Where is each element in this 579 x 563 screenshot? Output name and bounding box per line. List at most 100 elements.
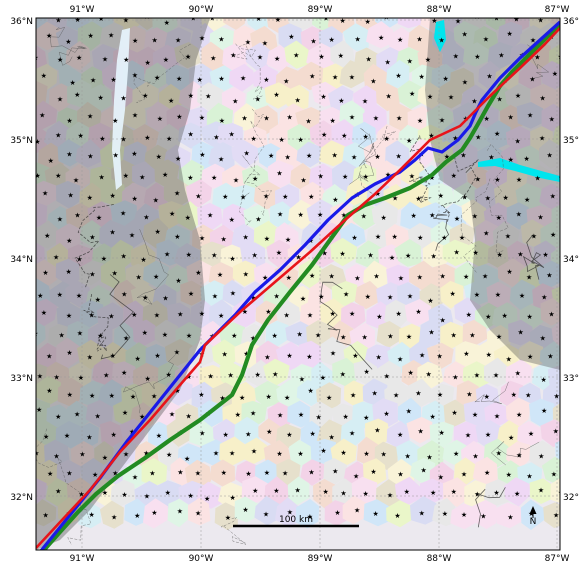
voronoi-cell (79, 220, 106, 249)
station-star-icon: ★ (131, 311, 137, 319)
station-star-icon: ★ (530, 36, 536, 44)
station-star-icon: ★ (55, 132, 61, 140)
station-star-icon: ★ (472, 212, 478, 220)
station-star-icon: ★ (264, 354, 270, 362)
station-star-icon: ★ (47, 470, 53, 478)
voronoi-cell (36, 21, 61, 51)
voronoi-cell (366, 21, 394, 49)
y-tick-right: 32°N (563, 493, 579, 503)
station-star-icon: ★ (507, 514, 513, 522)
voronoi-cell (300, 459, 327, 486)
voronoi-cell (518, 62, 542, 91)
station-star-icon: ★ (120, 252, 126, 260)
station-star-icon: ★ (442, 510, 448, 518)
station-star-icon: ★ (257, 53, 263, 61)
voronoi-cells-layer (36, 18, 579, 531)
station-star-icon: ★ (389, 254, 395, 262)
boundary-line (100, 274, 135, 360)
voronoi-cell (141, 458, 168, 486)
voronoi-cell (306, 320, 333, 347)
station-star-icon: ★ (222, 351, 228, 359)
station-star-icon: ★ (387, 293, 393, 301)
station-star-icon: ★ (528, 430, 534, 438)
station-star-icon: ★ (174, 387, 180, 395)
station-star-icon: ★ (57, 56, 63, 64)
voronoi-cell (563, 27, 579, 54)
station-star-icon: ★ (142, 329, 148, 337)
map-frame (35, 17, 561, 551)
voronoi-cell (310, 438, 336, 465)
station-star-icon: ★ (57, 291, 63, 299)
station-star-icon: ★ (255, 15, 261, 23)
station-star-icon: ★ (145, 375, 151, 383)
voronoi-cell (232, 299, 256, 328)
station-star-icon: ★ (227, 372, 233, 380)
station-star-icon: ★ (340, 370, 346, 378)
station-star-icon: ★ (90, 77, 96, 85)
station-star-icon: ★ (112, 469, 118, 477)
station-star-icon: ★ (415, 195, 421, 203)
voronoi-cell (246, 18, 273, 33)
voronoi-cell (187, 497, 211, 526)
station-star-icon: ★ (144, 13, 150, 21)
station-star-icon: ★ (462, 78, 468, 86)
voronoi-cell (365, 418, 391, 447)
station-star-icon: ★ (460, 152, 466, 160)
voronoi-cell (429, 421, 454, 450)
map-area[interactable]: ★ ★ ★ ★ ★ ★ ★ ★ ★ ★ ★ ★ ★ ★ ★ ★ ★ ★ ★ ★ ★ ★ ★ ★ ★ ★ ★ ★ ★ ★ ★ ★ ★ ★ ★ ★ ★ ★ ★ ★… (20, 0, 579, 552)
station-star-icon: ★ (321, 131, 327, 139)
station-star-icon: ★ (570, 348, 576, 356)
station-star-icon: ★ (243, 271, 249, 279)
voronoi-cell (99, 500, 124, 529)
station-star-icon: ★ (212, 293, 218, 301)
voronoi-cell (142, 300, 169, 328)
voronoi-cell (214, 502, 238, 531)
station-star-icon: ★ (229, 255, 235, 263)
voronoi-cell (78, 260, 104, 286)
station-star-icon: ★ (30, 93, 36, 101)
voronoi-cell (76, 101, 103, 131)
station-star-icon: ★ (563, 210, 569, 218)
voronoi-cell (410, 496, 437, 525)
station-star-icon: ★ (332, 196, 338, 204)
station-star-icon: ★ (365, 293, 371, 301)
station-star-icon: ★ (486, 73, 492, 81)
voronoi-cell (352, 121, 376, 148)
voronoi-cell (375, 83, 401, 112)
station-star-icon: ★ (120, 210, 126, 218)
voronoi-cell (254, 380, 281, 408)
station-star-icon: ★ (213, 450, 219, 458)
station-star-icon: ★ (132, 474, 138, 482)
station-star-icon: ★ (317, 211, 323, 219)
voronoi-cell (496, 420, 523, 449)
station-star-icon: ★ (367, 252, 373, 260)
voronoi-cell (440, 321, 465, 349)
y-tick-left: 35°N (10, 136, 33, 146)
station-star-icon: ★ (378, 34, 384, 42)
voronoi-cell (284, 84, 309, 112)
station-star-icon: ★ (535, 175, 541, 183)
station-star-icon: ★ (122, 409, 128, 417)
station-star-icon: ★ (175, 277, 181, 285)
voronoi-cell (100, 421, 125, 448)
station-star-icon: ★ (174, 190, 180, 198)
station-star-icon: ★ (494, 130, 500, 138)
station-star-icon: ★ (396, 310, 402, 318)
station-star-icon: ★ (57, 215, 63, 223)
station-star-icon: ★ (365, 56, 371, 64)
station-star-icon: ★ (229, 131, 235, 139)
station-star-icon: ★ (251, 448, 257, 456)
station-star-icon: ★ (563, 94, 569, 102)
station-star-icon: ★ (250, 135, 256, 143)
station-star-icon: ★ (511, 391, 517, 399)
voronoi-cell (184, 459, 212, 488)
station-star-icon: ★ (230, 52, 236, 60)
station-star-icon: ★ (245, 470, 251, 478)
station-star-icon: ★ (199, 310, 205, 318)
station-star-icon: ★ (37, 292, 43, 300)
voronoi-cell (540, 419, 560, 448)
voronoi-cell (79, 299, 104, 328)
boundary-line (358, 125, 396, 195)
voronoi-cell (550, 478, 560, 504)
voronoi-cell (437, 80, 463, 109)
